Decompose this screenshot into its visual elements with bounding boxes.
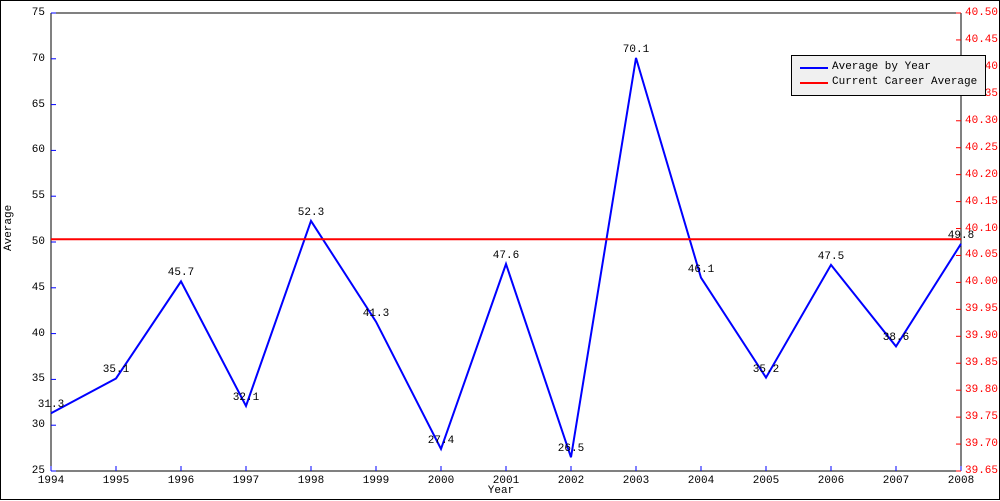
y-right-tick-label: 40.15 [965, 196, 998, 208]
legend-label: Average by Year [832, 60, 931, 75]
data-point-label: 45.7 [168, 267, 194, 279]
data-point-label: 47.6 [493, 250, 519, 262]
y-right-tick-label: 40.30 [965, 115, 998, 127]
y-right-tick-label: 40.20 [965, 169, 998, 181]
y-left-tick-label: 45 [32, 282, 45, 294]
legend-item-average-by-year: Average by Year [800, 60, 977, 75]
legend: Average by Year Current Career Average [791, 55, 986, 96]
y-right-tick-label: 39.70 [965, 438, 998, 450]
y-right-tick-label: 39.90 [965, 330, 998, 342]
data-point-label: 46.1 [688, 264, 714, 276]
y-left-tick-label: 40 [32, 328, 45, 340]
data-point-label: 70.1 [623, 44, 649, 56]
data-point-label: 47.5 [818, 251, 844, 263]
x-tick-label: 1996 [168, 475, 194, 487]
legend-swatch-blue [800, 67, 828, 69]
data-point-label: 52.3 [298, 207, 324, 219]
y-left-tick-label: 75 [32, 7, 45, 19]
data-point-label: 49.8 [948, 230, 974, 242]
data-point-label: 35.1 [103, 364, 129, 376]
y-right-tick-label: 40.05 [965, 249, 998, 261]
x-tick-label: 2007 [883, 475, 909, 487]
y-left-tick-label: 70 [32, 53, 45, 65]
y-left-tick-label: 50 [32, 236, 45, 248]
x-tick-label: 1997 [233, 475, 259, 487]
y-right-tick-label: 40.50 [965, 7, 998, 19]
y-left-tick-label: 65 [32, 99, 45, 111]
x-tick-label: 1999 [363, 475, 389, 487]
y-left-tick-label: 55 [32, 190, 45, 202]
x-tick-label: 2005 [753, 475, 779, 487]
chart-container: Average Year 199419951996199719981999200… [0, 0, 1000, 500]
data-point-label: 38.6 [883, 332, 909, 344]
data-point-label: 32.1 [233, 392, 259, 404]
y-left-tick-label: 25 [32, 465, 45, 477]
x-tick-label: 1998 [298, 475, 324, 487]
y-right-tick-label: 40.00 [965, 276, 998, 288]
x-tick-label: 2000 [428, 475, 454, 487]
legend-item-career-average: Current Career Average [800, 75, 977, 90]
y-left-tick-label: 60 [32, 144, 45, 156]
x-tick-label: 2006 [818, 475, 844, 487]
x-tick-label: 1995 [103, 475, 129, 487]
y-right-tick-label: 39.80 [965, 384, 998, 396]
y-right-tick-label: 40.45 [965, 34, 998, 46]
data-point-label: 26.5 [558, 443, 584, 455]
x-tick-label: 2004 [688, 475, 714, 487]
y-right-tick-label: 39.75 [965, 411, 998, 423]
y-right-tick-label: 39.65 [965, 465, 998, 477]
legend-swatch-red [800, 82, 828, 84]
x-tick-label: 2002 [558, 475, 584, 487]
x-tick-label: 2003 [623, 475, 649, 487]
data-point-label: 35.2 [753, 364, 779, 376]
y-right-tick-label: 39.95 [965, 303, 998, 315]
data-point-label: 31.3 [38, 399, 64, 411]
data-point-label: 41.3 [363, 308, 389, 320]
data-point-label: 27.4 [428, 435, 454, 447]
y-right-tick-label: 40.25 [965, 142, 998, 154]
x-tick-label: 2001 [493, 475, 519, 487]
y-right-tick-label: 39.85 [965, 357, 998, 369]
y-left-tick-label: 35 [32, 373, 45, 385]
y-left-tick-label: 30 [32, 419, 45, 431]
legend-label: Current Career Average [832, 75, 977, 90]
